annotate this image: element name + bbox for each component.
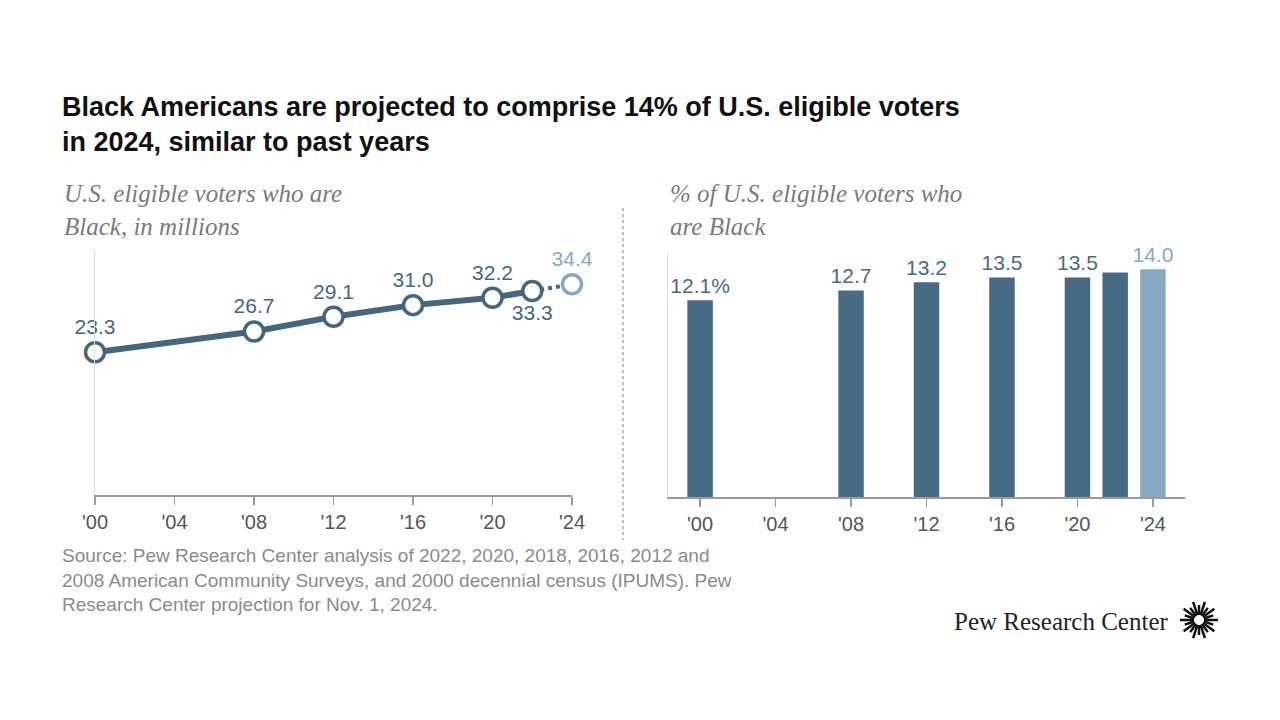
svg-text:'08: '08 [838,513,864,535]
svg-text:29.1: 29.1 [313,280,354,303]
svg-text:Pew Research Center: Pew Research Center [954,608,1168,635]
svg-text:33.3: 33.3 [512,301,553,324]
svg-text:Black Americans are projected: Black Americans are projected to compris… [62,92,960,157]
svg-text:'08: '08 [241,511,267,533]
svg-text:'12: '12 [913,513,939,535]
svg-text:31.0: 31.0 [393,268,434,291]
svg-text:'16: '16 [400,511,426,533]
svg-text:13.5: 13.5 [1057,251,1098,274]
svg-text:23.3: 23.3 [75,315,116,338]
svg-text:'16: '16 [989,513,1015,535]
svg-text:34.4: 34.4 [552,247,593,270]
svg-text:Source: Pew Research Center an: Source: Pew Research Center analysis of … [62,545,732,615]
svg-text:12.1%: 12.1% [670,274,730,297]
svg-text:12.7: 12.7 [831,264,872,287]
svg-text:U.S. eligible voters who areBl: U.S. eligible voters who areBlack, in mi… [64,180,342,240]
svg-text:'24: '24 [1140,513,1166,535]
svg-text:'20: '20 [479,511,505,533]
svg-text:13.2: 13.2 [906,256,947,279]
svg-text:'00: '00 [687,513,713,535]
svg-text:'04: '04 [161,511,187,533]
svg-text:32.2: 32.2 [472,261,513,284]
svg-text:'20: '20 [1064,513,1090,535]
svg-text:14.0: 14.0 [1132,243,1173,266]
svg-text:'12: '12 [320,511,346,533]
svg-text:26.7: 26.7 [234,294,275,317]
svg-text:'04: '04 [763,513,789,535]
svg-text:13.5: 13.5 [982,251,1023,274]
svg-text:% of U.S. eligible voters whoa: % of U.S. eligible voters whoare Black [670,180,962,240]
svg-text:'24: '24 [559,511,585,533]
svg-text:'00: '00 [82,511,108,533]
